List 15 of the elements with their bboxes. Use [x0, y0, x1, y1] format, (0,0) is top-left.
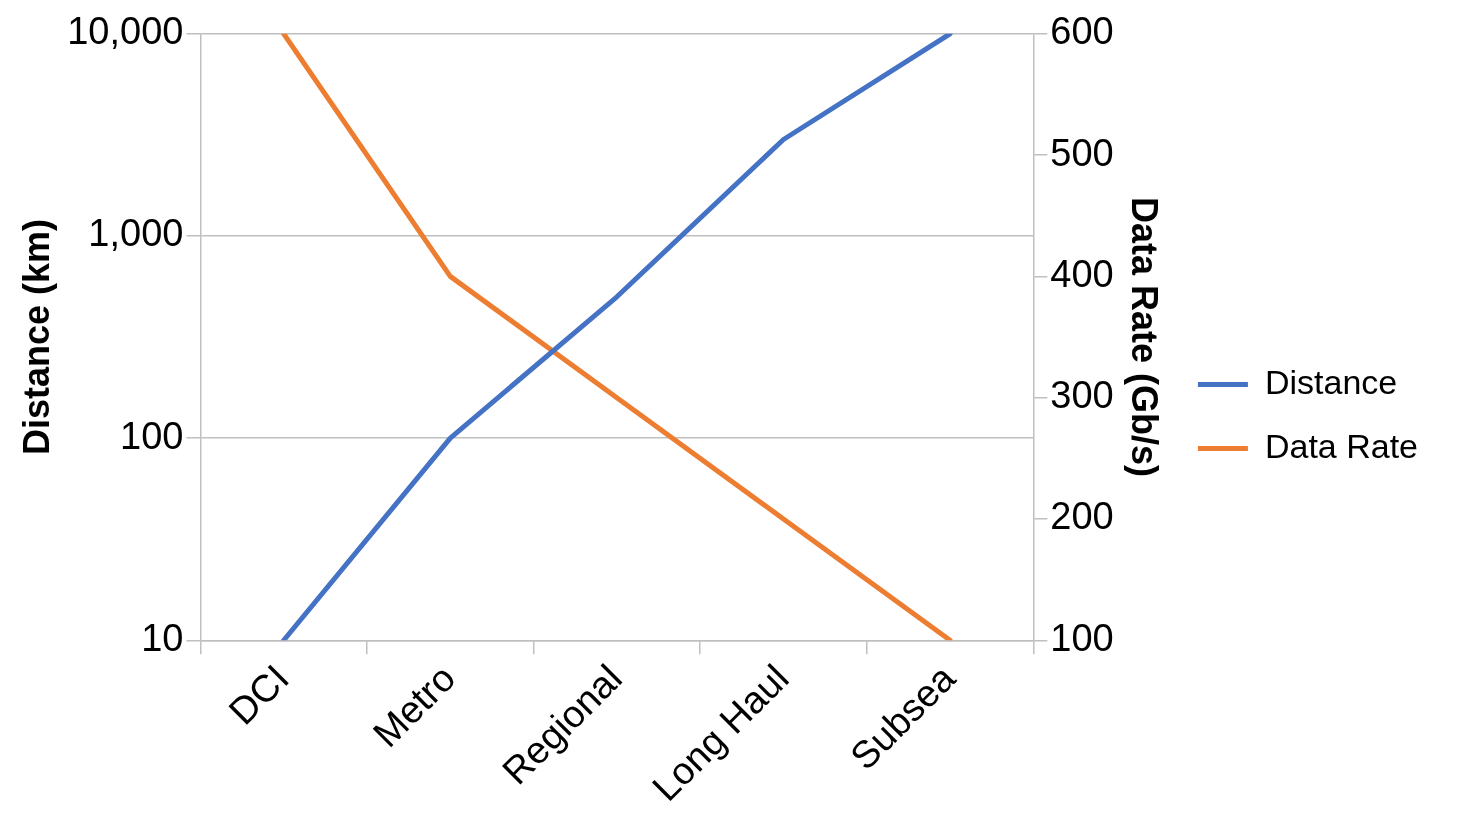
y2-axis-title: Data Rate (Gb/s)	[1124, 197, 1166, 478]
y2-tick-label: 100	[1050, 616, 1114, 659]
y2-tick-label: 400	[1050, 252, 1114, 295]
y-tick-label: 10,000	[67, 10, 184, 53]
y2-tick-label: 600	[1050, 10, 1114, 53]
y-tick-label: 1,000	[88, 212, 184, 255]
legend-label: Distance	[1264, 362, 1398, 401]
x-tick-label: DCI	[220, 656, 297, 733]
y2-tick-label: 500	[1050, 131, 1114, 174]
y-tick-label: 10	[141, 616, 184, 659]
y2-tick-label: 200	[1050, 495, 1114, 538]
y2-tick-label: 300	[1050, 374, 1114, 417]
legend-label: Data Rate	[1264, 426, 1419, 465]
y-tick-label: 100	[120, 414, 184, 457]
y-axis-title: Distance (km)	[15, 218, 57, 456]
